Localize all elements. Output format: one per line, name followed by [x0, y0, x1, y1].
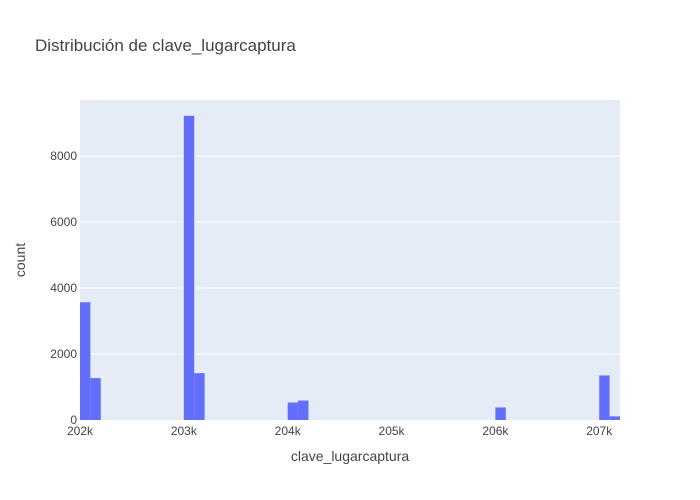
histogram-bar: [609, 416, 620, 420]
x-tick-label: 203k: [171, 424, 198, 438]
y-tick-label: 0: [70, 413, 77, 427]
histogram-bar: [287, 402, 299, 420]
x-tick-label: 207k: [586, 424, 613, 438]
x-tick-label: 206k: [482, 424, 509, 438]
x-tick-label: 202k: [67, 424, 94, 438]
histogram-bar: [183, 115, 195, 420]
bars: [80, 115, 620, 420]
chart-title: Distribución de clave_lugarcaptura: [35, 36, 296, 55]
histogram-bar: [80, 302, 91, 420]
y-axis-title: count: [12, 243, 28, 277]
histogram-bar: [90, 378, 101, 420]
y-tick-label: 2000: [50, 347, 77, 361]
y-axis-ticks: 0 2000 4000 6000 8000: [50, 149, 77, 427]
y-tick-label: 6000: [50, 215, 77, 229]
x-tick-label: 204k: [275, 424, 302, 438]
histogram-bar: [298, 400, 309, 420]
histogram-bar: [495, 407, 506, 420]
y-tick-label: 4000: [50, 281, 77, 295]
plot-area: [80, 100, 620, 420]
gridlines: [80, 155, 620, 355]
x-tick-label: 205k: [379, 424, 406, 438]
histogram-bar: [194, 373, 205, 420]
x-axis-title: clave_lugarcaptura: [291, 448, 410, 464]
x-axis-ticks: 202k 203k 204k 205k 206k 207k: [67, 424, 613, 438]
y-tick-label: 8000: [50, 149, 77, 163]
histogram-bar: [599, 375, 610, 420]
